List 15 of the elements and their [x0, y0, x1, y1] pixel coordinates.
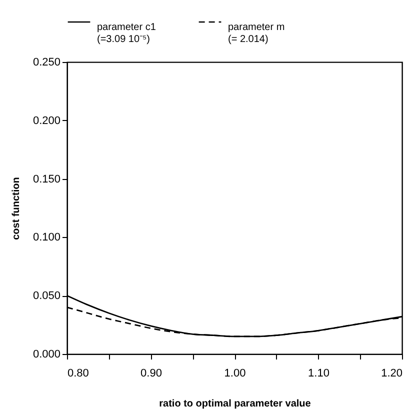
y-tick-label: 0.000 [32, 348, 60, 360]
y-tick-label: 0.250 [32, 56, 60, 68]
y-tick-label: 0.150 [32, 173, 60, 186]
x-tick-label: 1.20 [381, 368, 402, 380]
x-tick-label: 0.90 [140, 368, 162, 380]
y-tick-label: 0.100 [32, 232, 60, 244]
x-tick-label: 0.80 [68, 368, 89, 380]
x-axis-title: ratio to optimal parameter value [159, 398, 312, 410]
x-tick-label: 1.00 [224, 368, 246, 380]
legend-label: parameter c1 (=3.09 10⁻⁵) [97, 22, 156, 45]
legend-label: parameter m (= 2.014) [228, 22, 285, 45]
y-tick-label: 0.200 [32, 114, 60, 127]
y-tick-label: 0.050 [32, 290, 60, 302]
x-tick-label: 1.10 [308, 368, 330, 380]
y-axis-title: cost function [10, 177, 22, 240]
